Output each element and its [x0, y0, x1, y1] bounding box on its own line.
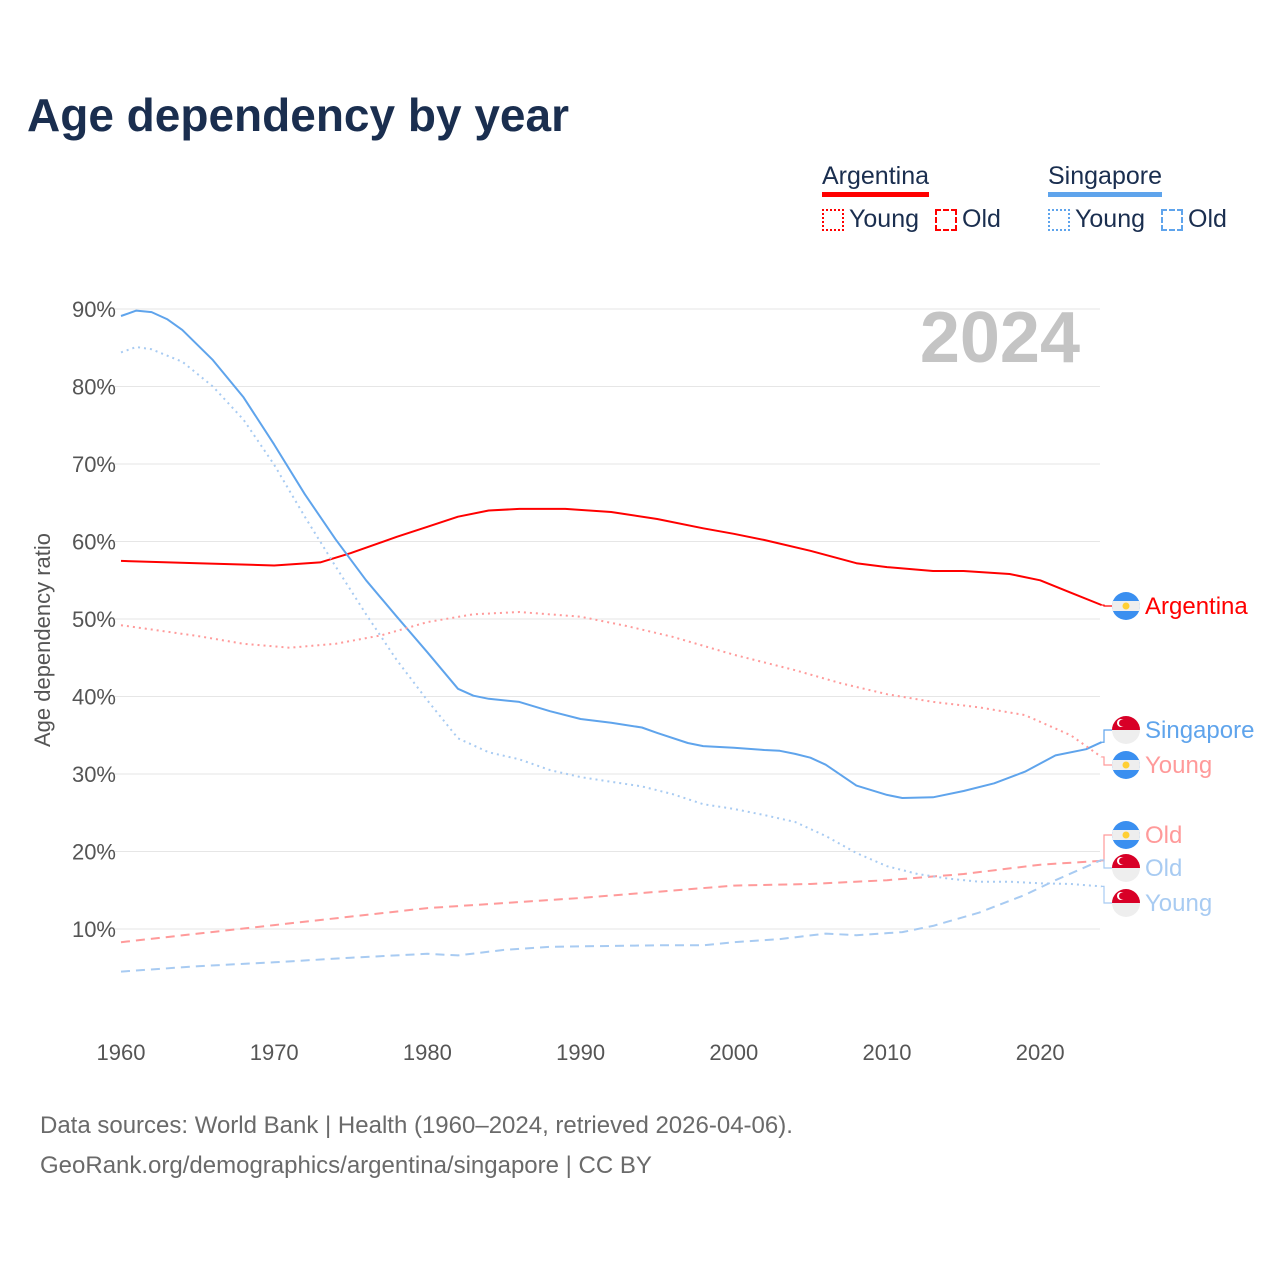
x-tick-label: 1990	[556, 1040, 605, 1065]
flag-sun	[1122, 602, 1130, 610]
flag-moon-cut	[1119, 719, 1126, 727]
legend-young-label: Young	[849, 205, 919, 233]
dashed-swatch-icon	[935, 208, 957, 231]
x-tick-label: 1980	[403, 1040, 452, 1065]
legend-old-label: Old	[962, 205, 1001, 233]
singapore-flag-icon	[1112, 716, 1140, 744]
singapore-flag-icon	[1112, 854, 1140, 882]
label-connector	[1101, 604, 1112, 607]
series-end-label: Young	[1145, 752, 1212, 779]
argentina-flag-icon	[1112, 821, 1140, 849]
series-line-argentina	[120, 507, 1102, 606]
series-line-argentina-young	[120, 611, 1103, 758]
label-connector	[1101, 834, 1112, 862]
chart-title: Age dependency by year	[27, 89, 569, 141]
flag-body	[1112, 751, 1140, 779]
flag-body	[1112, 821, 1140, 849]
series-end-label: Young	[1145, 890, 1212, 917]
attribution-link[interactable]: GeoRank.org/demographics/argentina/singa…	[40, 1152, 652, 1179]
flag-body	[1112, 889, 1140, 917]
dashed-swatch-icon	[1161, 208, 1183, 231]
label-connector	[1101, 859, 1112, 869]
flag-body	[1112, 592, 1140, 620]
y-tick-label: 90%	[72, 297, 116, 322]
series-line-singapore-young	[120, 346, 1102, 888]
flag-body	[1112, 716, 1140, 744]
y-tick-label: 60%	[72, 530, 116, 555]
legend-old-label: Old	[1188, 205, 1227, 233]
argentina-flag-icon	[1112, 592, 1140, 620]
series-end-label: Argentina	[1145, 593, 1248, 620]
x-tick-label: 2020	[1016, 1040, 1065, 1065]
singapore-flag-icon	[1112, 889, 1140, 917]
flag-moon-cut	[1119, 892, 1126, 900]
x-tick-label: 1960	[97, 1040, 146, 1065]
y-tick-label: 70%	[72, 452, 116, 477]
label-connector	[1101, 756, 1112, 766]
flag-body	[1112, 854, 1140, 882]
series-line-singapore-old	[120, 859, 1102, 973]
flag-moon-cut	[1119, 857, 1126, 865]
x-tick-label: 1970	[250, 1040, 299, 1065]
y-tick-label: 10%	[72, 917, 116, 942]
series-end-label: Old	[1145, 855, 1182, 882]
legend-argentina[interactable]: Argentina Young Old	[822, 162, 1017, 234]
flag-sun	[1122, 761, 1130, 769]
legend-young-label: Young	[1075, 205, 1145, 233]
flag-sun	[1122, 831, 1130, 839]
data-source-text: Data sources: World Bank | Health (1960–…	[40, 1112, 793, 1139]
legend-country-label: Singapore	[1048, 162, 1162, 197]
series-line-argentina-old	[120, 859, 1102, 944]
y-tick-label: 80%	[72, 375, 116, 400]
legend-country-label: Argentina	[822, 162, 930, 197]
label-connector	[1101, 729, 1112, 743]
series-end-label: Old	[1145, 822, 1182, 849]
argentina-flag-icon	[1112, 751, 1140, 779]
x-tick-label: 2010	[863, 1040, 912, 1065]
legend-singapore[interactable]: Singapore Young Old	[1048, 162, 1243, 234]
label-connector	[1101, 885, 1112, 904]
y-axis-label: Age dependency ratio	[30, 533, 55, 747]
x-tick-label: 2000	[709, 1040, 758, 1065]
y-tick-label: 40%	[72, 685, 116, 710]
y-tick-label: 50%	[72, 607, 116, 632]
y-tick-label: 30%	[72, 762, 116, 787]
series-end-label: Singapore	[1145, 717, 1254, 744]
dotted-swatch-icon	[822, 208, 844, 231]
series-line-singapore	[120, 309, 1102, 799]
y-tick-label: 20%	[72, 840, 116, 865]
footer: Data sources: World Bank | Health (1960–…	[40, 1106, 793, 1186]
dotted-swatch-icon	[1048, 208, 1070, 231]
year-watermark: 2024	[920, 298, 1080, 378]
